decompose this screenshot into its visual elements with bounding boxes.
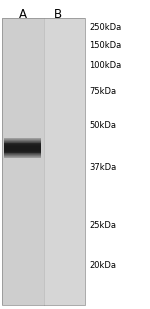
Bar <box>4 158 40 159</box>
Bar <box>4 151 40 152</box>
Bar <box>4 151 40 152</box>
Text: A: A <box>19 8 27 21</box>
Bar <box>4 154 40 155</box>
Bar <box>4 150 40 151</box>
Bar <box>4 147 40 148</box>
Text: B: B <box>54 8 62 21</box>
Bar <box>4 156 40 157</box>
Bar <box>4 140 40 141</box>
Bar <box>4 140 40 141</box>
Bar <box>4 146 40 147</box>
Bar <box>4 151 40 152</box>
Text: 20kDa: 20kDa <box>89 260 116 269</box>
Bar <box>4 157 40 158</box>
Bar <box>4 142 40 143</box>
Bar <box>4 144 40 145</box>
Bar <box>4 152 40 153</box>
Bar <box>4 155 40 156</box>
Bar <box>4 152 40 153</box>
Bar <box>4 155 40 156</box>
Bar <box>4 145 40 146</box>
Bar <box>4 149 40 150</box>
Text: 250kDa: 250kDa <box>89 23 122 32</box>
Text: 50kDa: 50kDa <box>89 121 116 129</box>
Bar <box>4 154 40 155</box>
Bar <box>4 150 40 151</box>
Bar <box>4 157 40 158</box>
Bar <box>4 147 40 148</box>
Bar <box>4 148 40 149</box>
Text: 100kDa: 100kDa <box>89 61 122 70</box>
Bar <box>4 144 40 145</box>
Bar <box>4 148 40 149</box>
Bar <box>4 141 40 142</box>
Bar <box>4 153 40 154</box>
Bar <box>4 144 40 145</box>
Bar <box>4 155 40 156</box>
Bar <box>4 154 40 155</box>
Bar <box>2 18 44 305</box>
Bar <box>4 141 40 142</box>
Text: 150kDa: 150kDa <box>89 41 122 50</box>
Bar <box>4 143 40 144</box>
Bar <box>4 156 40 157</box>
Bar <box>2 18 85 305</box>
Bar <box>4 153 40 154</box>
Bar <box>4 143 40 144</box>
Bar <box>4 149 40 150</box>
Bar <box>4 148 40 149</box>
Bar <box>4 146 40 147</box>
Text: 25kDa: 25kDa <box>89 221 116 230</box>
Bar <box>4 145 40 146</box>
Bar <box>4 145 40 146</box>
Bar <box>4 142 40 143</box>
Bar <box>44 18 85 305</box>
Bar <box>4 138 40 139</box>
Bar <box>4 141 40 142</box>
Bar <box>4 139 40 140</box>
Bar <box>4 139 40 140</box>
Bar <box>2 18 85 305</box>
Bar <box>4 140 40 141</box>
Bar <box>4 138 40 139</box>
Text: 37kDa: 37kDa <box>89 163 117 172</box>
Bar <box>4 147 40 148</box>
Text: 75kDa: 75kDa <box>89 87 116 96</box>
